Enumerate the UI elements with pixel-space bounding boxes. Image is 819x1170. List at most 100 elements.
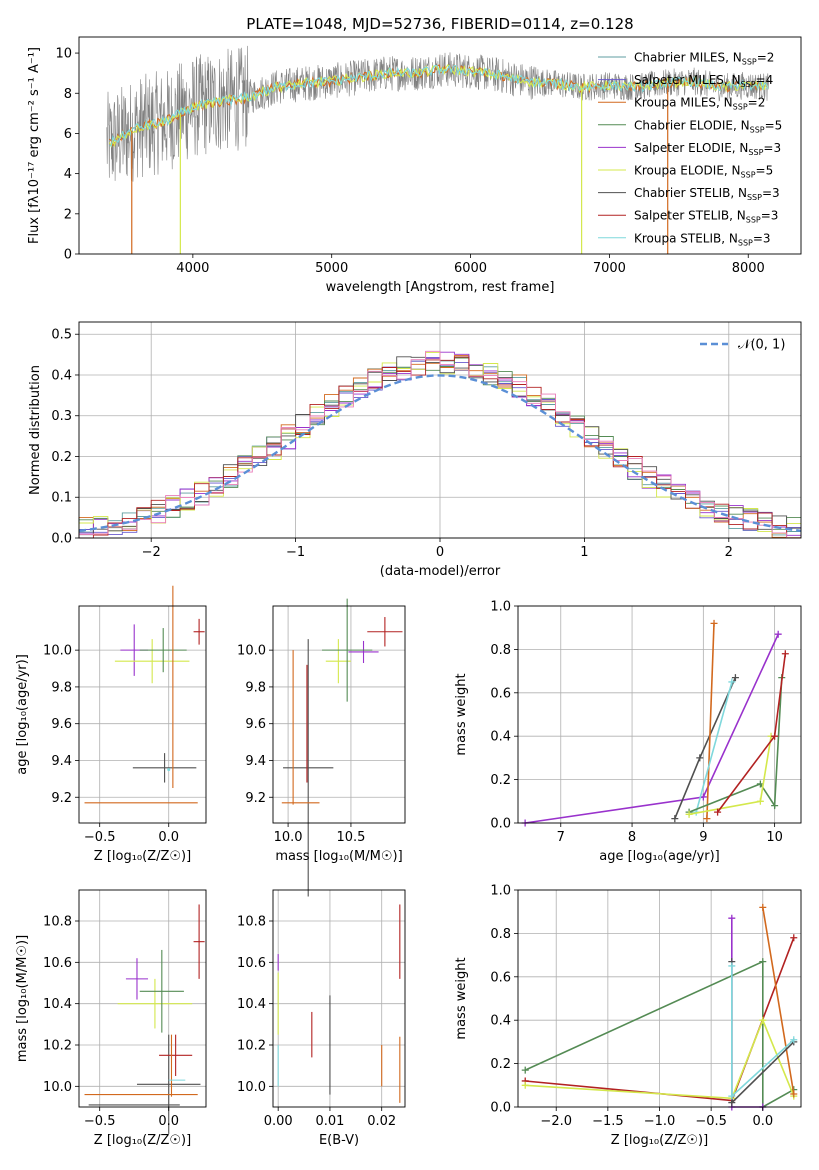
y-axis-label: mass weight [454,957,469,1039]
y-tick-label: 2 [64,207,72,222]
y-tick-label: 10.0 [237,644,266,659]
plus-marker [756,797,764,805]
x-axis-label: wavelength [Angstrom, rest frame] [326,280,555,295]
y-tick-label: 10.6 [237,956,266,971]
y-tick-label: 10.0 [237,1080,266,1095]
plus-marker [728,1092,736,1100]
plus-marker [710,619,718,627]
y-tick-label: 0.0 [51,532,72,547]
y-tick-label: 9.4 [51,754,72,769]
y-tick-label: 0.2 [51,450,72,465]
axes-frame [78,36,802,255]
legend: Chabrier MILES, NSSP=2 Salpeter MILES, NS… [598,51,782,247]
mass-weight-line [524,633,779,824]
mass-weight-line [524,960,795,1109]
plus-marker [728,1099,736,1107]
legend-label: Kroupa STELIB, NSSP=3 [634,231,771,247]
axes-frame [78,321,802,539]
legend-label: Chabrier ELODIE, NSSP=5 [634,118,782,134]
y-tick-label: 10.6 [43,956,72,971]
y-tick-label: 9.2 [245,791,266,806]
x-tick-label: 7000 [593,261,626,276]
model-spectrum-line [109,63,769,147]
x-axis-label: Z [log₁₀(Z/Z☉)] [94,849,191,864]
y-tick-label: 0.2 [490,773,511,788]
y-tick-label: 10.2 [237,1039,266,1054]
plot-area [106,45,770,254]
x-tick-label: 0.0 [158,1114,179,1129]
legend-label: Chabrier STELIB, NSSP=3 [634,186,780,202]
x-axis-label: Z [log₁₀(Z/Z☉)] [611,1133,708,1148]
y-tick-label: 9.4 [245,754,266,769]
x-tick-label: 5000 [315,261,348,276]
y-tick-label: 9.2 [51,791,72,806]
x-tick-label: 6000 [454,261,487,276]
x-tick-label: 1 [580,545,588,560]
plus-marker [521,1066,529,1074]
plus-marker [771,802,779,810]
y-tick-label: 0 [64,248,72,263]
gaussian-curve [78,374,802,533]
legend-label: Salpeter ELODIE, NSSP=3 [634,141,781,157]
plus-marker [685,810,693,818]
x-tick-label: 0.02 [367,1114,396,1129]
y-tick-label: 0.5 [51,328,72,343]
plus-marker [696,754,704,762]
y-axis-label: mass [log₁₀(M/M☉)] [15,935,30,1062]
legend-label: Salpeter MILES, NSSP=4 [634,73,773,89]
mass-weight-line [688,677,783,813]
y-tick-label: 1.0 [490,884,511,899]
x-axis-label: Z [log₁₀(Z/Z☉)] [94,1133,191,1148]
y-tick-label: 10.8 [237,915,266,930]
histogram-step-line [78,350,801,539]
age-vs-metallicity-chart: −0.5 0.0 9.2 9.4 9.6 9.8 10.0 Z [log₁₀(Z/Z☉)] ag… [15,585,207,864]
x-tick-label: 2 [725,545,733,560]
y-tick-label: 0.2 [490,1057,511,1072]
y-tick-label: 10.0 [43,644,72,659]
legend-label: Salpeter STELIB, NSSP=3 [634,209,778,225]
axes-frame [272,889,406,1108]
mass-weight-line [695,681,733,813]
plus-marker [728,914,736,922]
axes-frame [272,605,406,824]
x-tick-label: 7 [557,830,565,845]
massweight-vs-age-chart: 7 8 9 10 0.0 0.2 0.4 0.6 0.8 1.0 age [log₁₀(age/yr… [454,600,802,864]
model-spectrum-line [109,64,769,147]
mass-weight-line [762,907,795,1095]
x-axis-label: E(B-V) [319,1133,359,1148]
plot-area [518,889,801,1111]
y-tick-label: 9.6 [51,717,72,732]
y-tick-label: 10.4 [43,997,72,1012]
y-tick-label: 0.4 [490,1014,511,1029]
x-tick-label: 10.0 [274,830,303,845]
y-axis-label: age [log₁₀(age/yr)] [15,654,30,775]
x-tick-label: −0.5 [84,830,116,845]
plus-marker [521,1081,529,1089]
plot-area [79,585,206,823]
y-tick-label: 10.2 [43,1039,72,1054]
mass-weight-line [688,736,772,816]
y-tick-label: 0.0 [490,1101,511,1116]
plus-marker [781,650,789,658]
x-axis-label: mass [log₁₀(M/M☉)] [275,849,402,864]
observed-spectrum-line [106,45,770,182]
x-tick-label: 0.01 [315,1114,344,1129]
y-axis-label: Normed distribution [28,365,43,495]
legend: 𝒩(0, 1) [700,338,785,353]
y-tick-label: 0.3 [51,409,72,424]
x-tick-label: −1.0 [644,1114,676,1129]
x-tick-label: 4000 [176,261,209,276]
data-point [167,768,171,772]
y-tick-label: 1.0 [490,600,511,615]
x-tick-label: 0.0 [158,830,179,845]
axes-frame [78,605,207,824]
y-tick-label: 6 [64,127,72,142]
mass-weight-line [731,918,763,1108]
x-tick-label: 10 [766,830,783,845]
x-tick-label: −2 [142,545,161,560]
y-tick-label: 8 [64,87,72,102]
x-tick-label: 0.0 [752,1114,773,1129]
x-tick-label: 0.00 [264,1114,293,1129]
plot-area [78,322,802,539]
y-tick-label: 10.4 [237,997,266,1012]
